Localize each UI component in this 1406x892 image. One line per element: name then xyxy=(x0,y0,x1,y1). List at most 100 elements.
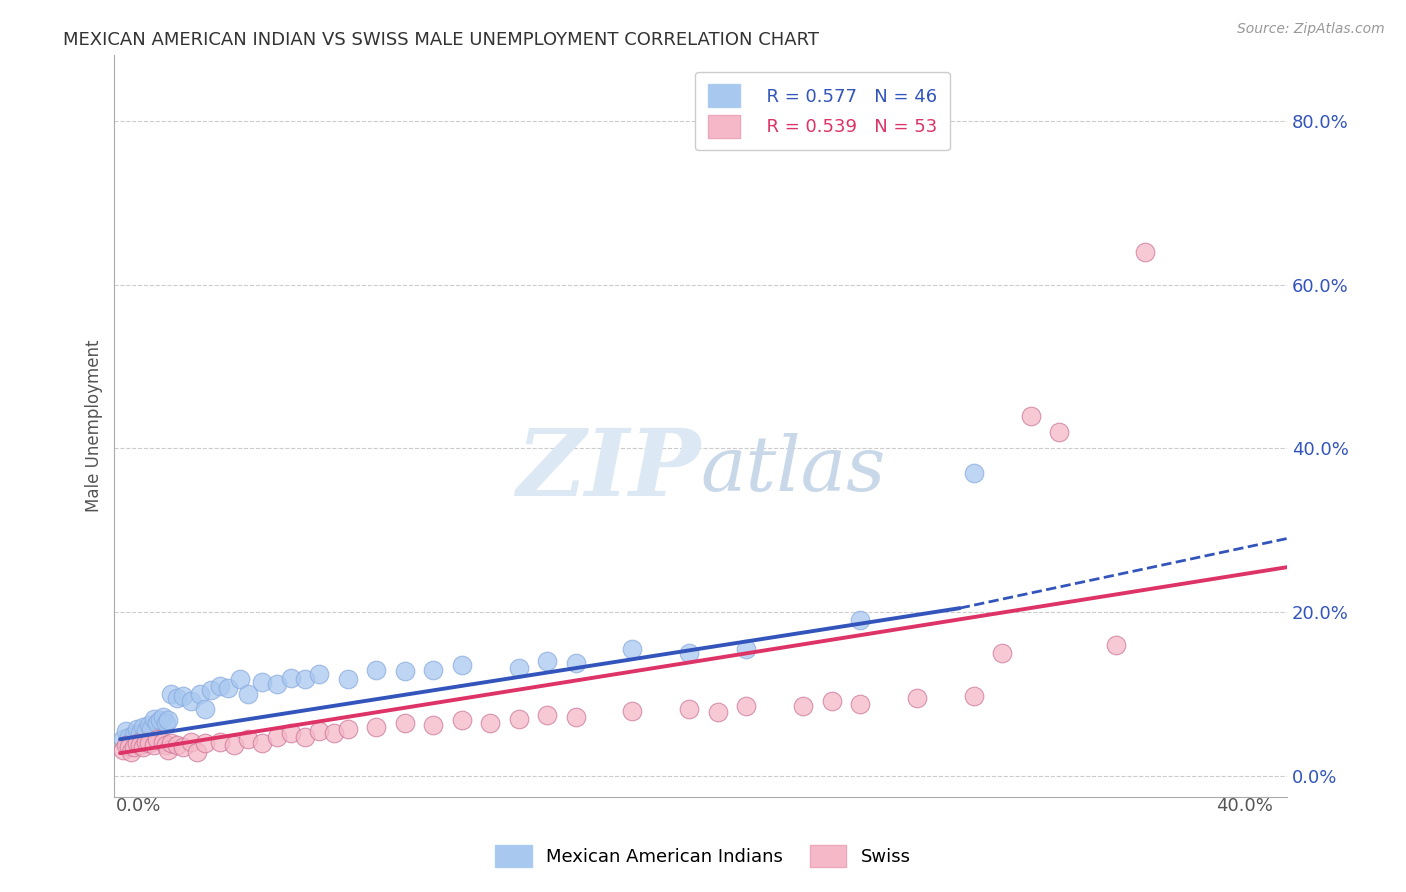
Point xyxy=(127,722,149,736)
Point xyxy=(111,732,134,747)
Point xyxy=(1105,638,1128,652)
Legend: Mexican American Indians, Swiss: Mexican American Indians, Swiss xyxy=(488,838,918,874)
Point xyxy=(146,732,169,747)
Point xyxy=(991,646,1014,660)
Point xyxy=(508,712,530,726)
Point xyxy=(180,734,202,748)
Point xyxy=(905,691,928,706)
Point xyxy=(129,738,152,752)
Point xyxy=(621,704,644,718)
Point xyxy=(155,738,177,752)
Point xyxy=(157,743,180,757)
Point xyxy=(208,679,231,693)
Point xyxy=(707,705,730,719)
Point xyxy=(157,714,180,728)
Point xyxy=(536,654,558,668)
Point xyxy=(111,743,134,757)
Point xyxy=(138,736,160,750)
Point xyxy=(200,683,222,698)
Point xyxy=(450,658,472,673)
Point xyxy=(143,738,166,752)
Point xyxy=(849,697,872,711)
Point xyxy=(394,715,416,730)
Point xyxy=(621,642,644,657)
Point xyxy=(172,740,194,755)
Point xyxy=(336,722,359,736)
Point xyxy=(143,712,166,726)
Point xyxy=(222,738,245,752)
Point xyxy=(508,661,530,675)
Point xyxy=(152,734,174,748)
Point xyxy=(160,736,183,750)
Point xyxy=(160,687,183,701)
Point xyxy=(280,671,302,685)
Point xyxy=(678,702,700,716)
Point xyxy=(141,722,163,736)
Point xyxy=(117,740,139,755)
Point xyxy=(322,726,344,740)
Point xyxy=(117,730,139,744)
Point xyxy=(1047,425,1070,439)
Point xyxy=(129,726,152,740)
Point xyxy=(121,734,143,748)
Point xyxy=(114,738,136,752)
Point xyxy=(266,730,288,744)
Point xyxy=(564,710,586,724)
Point xyxy=(792,699,814,714)
Point xyxy=(678,646,700,660)
Point xyxy=(186,744,208,758)
Point xyxy=(149,714,172,728)
Point xyxy=(963,466,986,480)
Point xyxy=(217,681,239,695)
Text: atlas: atlas xyxy=(700,434,886,508)
Point xyxy=(308,724,330,739)
Text: ZIP: ZIP xyxy=(516,425,700,516)
Point xyxy=(479,715,502,730)
Point xyxy=(294,673,316,687)
Point xyxy=(308,666,330,681)
Point xyxy=(172,689,194,703)
Point xyxy=(422,718,444,732)
Point xyxy=(124,739,146,754)
Point xyxy=(366,663,388,677)
Point xyxy=(963,689,986,703)
Point xyxy=(394,664,416,678)
Point xyxy=(114,724,136,739)
Point xyxy=(166,691,188,706)
Point xyxy=(294,730,316,744)
Point xyxy=(849,614,872,628)
Point xyxy=(450,714,472,728)
Point xyxy=(735,699,758,714)
Point xyxy=(252,674,274,689)
Point xyxy=(238,732,260,747)
Point xyxy=(138,718,160,732)
Point xyxy=(194,736,217,750)
Point xyxy=(155,715,177,730)
Point xyxy=(366,720,388,734)
Point xyxy=(208,734,231,748)
Point xyxy=(194,702,217,716)
Point xyxy=(252,736,274,750)
Point xyxy=(124,728,146,742)
Legend:   R = 0.577   N = 46,   R = 0.539   N = 53: R = 0.577 N = 46, R = 0.539 N = 53 xyxy=(695,71,949,151)
Text: 0.0%: 0.0% xyxy=(115,797,162,814)
Point xyxy=(132,720,155,734)
Point xyxy=(135,724,157,739)
Point xyxy=(1133,244,1156,259)
Point xyxy=(536,707,558,722)
Text: 40.0%: 40.0% xyxy=(1216,797,1272,814)
Point xyxy=(127,736,149,750)
Point xyxy=(166,738,188,752)
Point xyxy=(180,694,202,708)
Point xyxy=(228,673,250,687)
Y-axis label: Male Unemployment: Male Unemployment xyxy=(86,340,103,512)
Point xyxy=(1019,409,1042,423)
Point xyxy=(564,656,586,670)
Point xyxy=(121,744,143,758)
Text: MEXICAN AMERICAN INDIAN VS SWISS MALE UNEMPLOYMENT CORRELATION CHART: MEXICAN AMERICAN INDIAN VS SWISS MALE UN… xyxy=(63,31,820,49)
Point xyxy=(188,687,211,701)
Point xyxy=(146,715,169,730)
Point xyxy=(238,687,260,701)
Point xyxy=(735,642,758,657)
Point xyxy=(266,677,288,691)
